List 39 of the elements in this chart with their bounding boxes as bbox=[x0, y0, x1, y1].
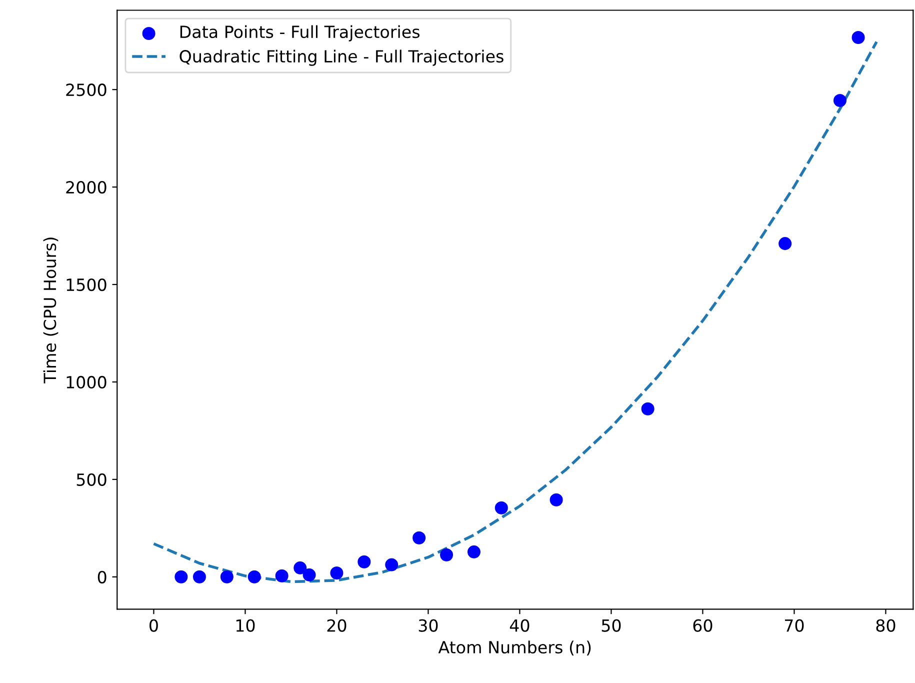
x-tick-label: 80 bbox=[876, 619, 896, 632]
point bbox=[220, 570, 234, 584]
point bbox=[294, 561, 307, 574]
point bbox=[174, 570, 188, 584]
x-tick-label: 10 bbox=[236, 619, 255, 632]
x-tick-label: 60 bbox=[693, 619, 712, 632]
legend-label: Data Points - Full Trajectories bbox=[180, 25, 420, 42]
point bbox=[192, 570, 206, 584]
point bbox=[778, 237, 792, 250]
x-tick-label: 0 bbox=[150, 619, 158, 632]
point bbox=[275, 569, 288, 582]
point bbox=[550, 493, 563, 506]
x-tick-label: 70 bbox=[784, 619, 804, 632]
point bbox=[248, 570, 261, 584]
point bbox=[358, 555, 371, 568]
line-series bbox=[152, 40, 878, 584]
y-tick-label: 500 bbox=[76, 473, 106, 486]
x-tick-label: 50 bbox=[602, 619, 621, 632]
point bbox=[412, 531, 426, 544]
y-axis-title: Time (CPU Hours) bbox=[43, 238, 58, 384]
point bbox=[385, 558, 398, 572]
point bbox=[440, 548, 454, 562]
x-tick-label: 40 bbox=[510, 619, 530, 632]
x-tick-label: 20 bbox=[327, 619, 346, 632]
x-axis-title: Atom Numbers (n) bbox=[438, 640, 591, 656]
point bbox=[641, 402, 654, 416]
point bbox=[852, 31, 865, 44]
y-tick-label: 2500 bbox=[66, 84, 106, 96]
point bbox=[494, 501, 508, 514]
point bbox=[330, 566, 344, 580]
y-tick-label: 0 bbox=[98, 570, 106, 584]
point bbox=[467, 545, 480, 558]
legend-label: Quadratic Fitting Line - Full Trajectories bbox=[180, 50, 504, 66]
point bbox=[833, 94, 846, 107]
point bbox=[302, 568, 316, 582]
x-tick-label: 30 bbox=[418, 619, 438, 632]
y-tick-label: 2000 bbox=[66, 181, 106, 194]
y-tick-label: 1000 bbox=[66, 376, 106, 389]
y-tick-label: 1500 bbox=[66, 278, 106, 292]
